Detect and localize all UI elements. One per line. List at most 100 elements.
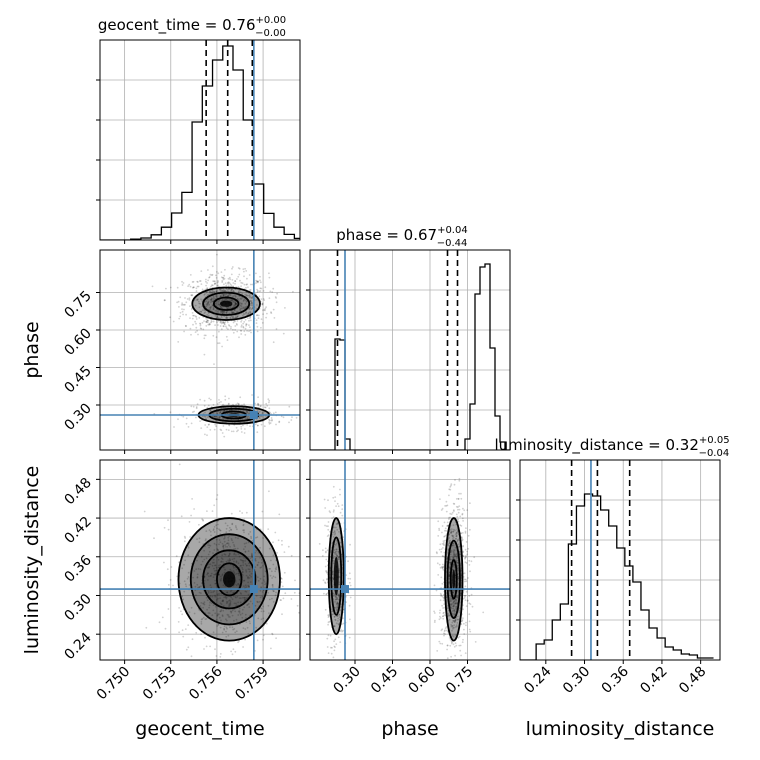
sample-point: [439, 615, 441, 618]
density-layer: [151, 253, 298, 438]
sample-point: [443, 632, 445, 635]
sample-point: [230, 430, 233, 433]
sample-point: [256, 536, 259, 538]
sample-point: [443, 544, 445, 547]
sample-point: [461, 538, 464, 541]
sample-point: [451, 538, 454, 540]
sample-point: [453, 549, 456, 552]
sample-point: [201, 560, 204, 563]
sample-point: [448, 574, 450, 576]
sample-point: [441, 582, 444, 585]
sample-point: [225, 298, 228, 300]
sample-point: [219, 320, 222, 323]
sample-point: [185, 648, 188, 651]
sample-point: [469, 630, 472, 633]
sample-point: [198, 537, 201, 540]
sample-point: [262, 298, 265, 300]
sample-point: [453, 564, 455, 567]
sample-point: [237, 537, 239, 540]
sample-point: [235, 526, 238, 529]
sample-point: [243, 531, 245, 534]
sample-point: [333, 530, 336, 532]
sample-point: [440, 594, 443, 596]
sample-point: [203, 601, 206, 604]
sample-point: [245, 569, 247, 571]
sample-point: [195, 316, 198, 318]
sample-point: [216, 520, 219, 523]
sample-point: [196, 583, 199, 586]
sample-point: [217, 272, 220, 275]
sample-point: [275, 301, 278, 304]
sample-point: [251, 559, 254, 562]
hist-bin: [568, 544, 576, 660]
sample-point: [197, 300, 200, 303]
sample-point: [214, 582, 217, 585]
sample-point: [216, 548, 219, 550]
sample-point: [201, 415, 204, 418]
sample-point: [448, 558, 451, 561]
sample-point: [199, 323, 202, 325]
sample-point: [243, 529, 246, 532]
sample-point: [453, 663, 455, 665]
sample-point: [215, 655, 218, 657]
sample-point: [448, 542, 451, 545]
sample-point: [220, 321, 223, 323]
sample-point: [238, 610, 241, 612]
sample-point: [259, 577, 262, 580]
y-axis-label-phase: phase: [21, 321, 43, 378]
sample-point: [219, 602, 222, 605]
sample-point: [336, 522, 339, 524]
sample-point: [226, 307, 228, 310]
sample-point: [209, 292, 212, 295]
sample-point: [203, 353, 206, 356]
sample-point: [441, 615, 444, 618]
sample-point: [471, 688, 473, 690]
sample-point: [212, 591, 215, 593]
sample-point: [217, 279, 219, 282]
sample-point: [333, 640, 335, 643]
sample-point: [151, 285, 154, 288]
sample-point: [249, 310, 251, 313]
sample-point: [452, 607, 455, 610]
sample-point: [221, 299, 223, 302]
sample-point: [204, 293, 206, 295]
sample-point: [214, 415, 216, 418]
sample-point: [284, 592, 287, 595]
sample-point: [195, 594, 197, 597]
sample-point: [452, 530, 455, 533]
sample-point: [158, 621, 161, 624]
sample-point: [226, 546, 229, 548]
sample-point: [457, 508, 459, 511]
sample-point: [240, 303, 243, 305]
sample-point: [455, 606, 457, 608]
sample-point: [337, 556, 340, 558]
sample-point: [272, 575, 275, 578]
sample-point: [212, 558, 215, 561]
sample-point: [250, 302, 253, 305]
sample-point: [220, 271, 223, 273]
sample-point: [260, 607, 263, 610]
sample-point: [464, 561, 467, 564]
sample-point: [458, 635, 461, 638]
sample-point: [444, 633, 446, 635]
sample-point: [219, 289, 222, 292]
sample-point: [257, 579, 260, 582]
sample-point: [260, 586, 262, 588]
sample-point: [255, 272, 257, 275]
sample-point: [242, 524, 245, 527]
sample-point: [234, 596, 237, 598]
sample-point: [237, 403, 240, 406]
hist-bin: [490, 348, 495, 450]
sample-point: [234, 547, 237, 550]
sample-point: [244, 428, 246, 430]
sample-point: [184, 537, 187, 539]
sample-point: [257, 404, 260, 407]
sample-point: [339, 541, 342, 544]
sample-point: [177, 341, 180, 343]
sample-point: [444, 527, 447, 530]
hist-bin: [609, 526, 617, 660]
sample-point: [209, 601, 211, 604]
sample-point: [455, 513, 458, 516]
sample-point: [221, 558, 224, 560]
sample-point: [463, 622, 465, 625]
